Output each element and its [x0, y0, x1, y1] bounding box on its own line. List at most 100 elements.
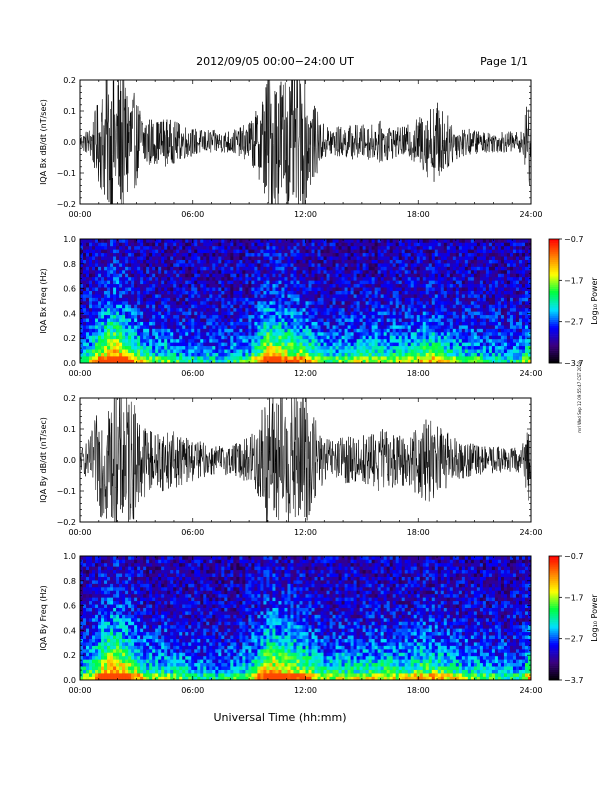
spectrogram-cell: [101, 280, 105, 285]
spectrogram-cell: [155, 242, 159, 247]
spectrogram-cell: [194, 245, 198, 250]
spectrogram-cell: [263, 287, 267, 291]
spectrogram-cell: [89, 342, 93, 347]
spectrogram-cell: [206, 263, 210, 267]
spectrogram-cell: [422, 276, 427, 281]
spectrogram-cell: [395, 345, 400, 350]
spectrogram-cell: [161, 349, 165, 353]
spectrogram-cell: [440, 321, 445, 326]
spectrogram-cell: [119, 304, 123, 309]
spectrogram-cell: [359, 276, 363, 281]
spectrogram-cell: [104, 359, 108, 364]
spectrogram-cell: [104, 259, 108, 264]
spectrogram-cell: [212, 245, 216, 250]
spectrogram-cell: [167, 263, 171, 267]
spectrogram-cell: [89, 256, 93, 260]
spectrogram-cell: [107, 245, 111, 250]
spectrogram-cell: [236, 294, 240, 298]
spectrogram-cell: [125, 321, 129, 326]
spectrogram-cell: [140, 290, 144, 295]
spectrogram-cell: [263, 242, 267, 247]
spectrogram-cell: [110, 283, 114, 288]
spectrogram-cell: [290, 318, 294, 322]
spectrogram-cell: [416, 307, 421, 312]
spectrogram-cell: [125, 311, 129, 316]
spectrogram-cell: [389, 325, 393, 329]
spectrogram-cell: [299, 328, 303, 333]
spectrogram-cell: [263, 294, 267, 298]
spectrogram-cell: [278, 297, 282, 302]
spectrogram-cell: [179, 273, 183, 278]
spectrogram-cell: [269, 318, 273, 322]
spectrogram-cell: [194, 342, 198, 347]
spectrogram-cell: [230, 242, 234, 247]
spectrogram-cell: [404, 311, 409, 316]
spectrogram-cell: [317, 283, 321, 288]
spectrogram-cell: [206, 318, 210, 322]
spectrogram-cell: [245, 249, 249, 254]
spectrogram-cell: [152, 287, 156, 291]
spectrogram-cell: [428, 249, 433, 254]
spectrogram-cell: [362, 276, 366, 281]
spectrogram-cell: [233, 338, 237, 343]
spectrogram-cell: [377, 273, 381, 278]
spectrogram-cell: [173, 321, 177, 326]
spectrogram-cell: [266, 270, 270, 274]
spectrogram-cell: [272, 290, 276, 295]
spectrogram-cell: [173, 283, 177, 288]
spectrogram-cell: [203, 266, 207, 271]
spectrogram-cell: [392, 349, 396, 353]
spectrogram-cell: [452, 280, 457, 285]
spectrogram-cell: [404, 352, 409, 357]
spectrogram-cell: [170, 239, 174, 243]
spectrogram-cell: [86, 352, 90, 357]
spectrogram-cell: [227, 304, 231, 309]
spectrogram-cell: [260, 294, 264, 298]
spectrogram-cell: [281, 287, 285, 291]
spectrogram-cell: [329, 345, 333, 350]
spectrogram-cell: [398, 256, 403, 260]
spectrogram-cell: [440, 283, 445, 288]
spectrogram-cell: [458, 349, 463, 353]
spectrogram-cell: [476, 239, 481, 243]
spectrogram-cell: [257, 283, 261, 288]
spectrogram-cell: [209, 342, 213, 347]
spectrogram-cell: [260, 266, 264, 271]
spectrogram-cell: [287, 304, 291, 309]
spectrogram-cell: [407, 335, 412, 340]
spectrogram-cell: [215, 328, 219, 333]
spectrogram-cell: [167, 304, 171, 309]
spectrogram-cell: [110, 304, 114, 309]
spectrogram-cell: [458, 242, 463, 247]
spectrogram-cell: [482, 345, 487, 350]
spectrogram-cell: [194, 252, 198, 257]
spectrogram-cell: [305, 294, 309, 298]
spectrogram-cell: [356, 349, 360, 353]
spectrogram-cell: [338, 297, 342, 302]
spectrogram-cell: [83, 352, 87, 357]
spectrogram-cell: [191, 259, 195, 264]
spectrogram-cell: [296, 239, 300, 243]
spectrogram-cell: [437, 318, 442, 322]
spectrogram-cell: [389, 338, 393, 343]
spectrogram-cell: [380, 311, 384, 316]
spectrogram-cell: [317, 256, 321, 260]
spectrogram-cell: [245, 276, 249, 281]
spectrogram-cell: [347, 297, 351, 302]
spectrogram-cell: [404, 304, 409, 309]
spectrogram-cell: [434, 342, 439, 347]
spectrogram-cell: [314, 314, 318, 319]
spectrogram-cell: [482, 335, 487, 340]
spectrogram-cell: [137, 280, 141, 285]
spectrogram-cell: [287, 290, 291, 295]
spectrogram-cell: [233, 266, 237, 271]
spectrogram-cell: [143, 307, 147, 312]
spectrogram-cell: [80, 297, 84, 302]
spectrogram-cell: [170, 270, 174, 274]
spectrogram-cell: [416, 338, 421, 343]
spectrogram-cell: [479, 280, 484, 285]
spectrogram-cell: [383, 311, 387, 316]
spectrogram-cell: [251, 294, 255, 298]
spectrogram-cell: [305, 359, 309, 364]
spectrogram-cell: [476, 259, 481, 264]
